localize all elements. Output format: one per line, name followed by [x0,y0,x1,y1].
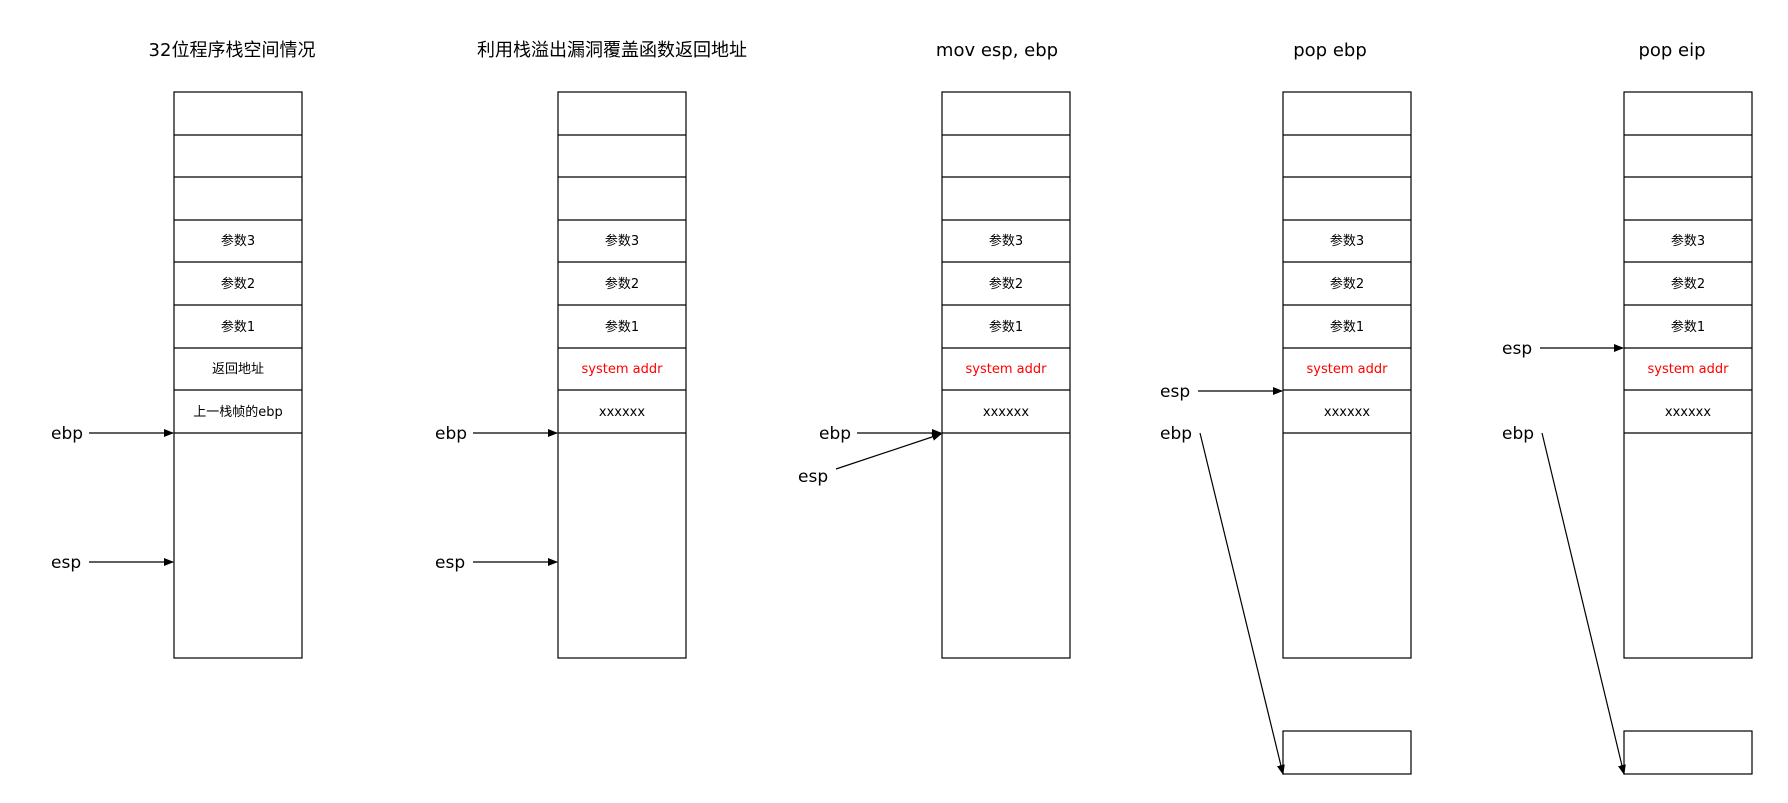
panel-title: 32位程序栈空间情况 [149,40,316,61]
stack-cell-param2: 参数2 [1671,276,1705,292]
stack-column [1282,91,1412,659]
stack-cell-param3: 参数3 [221,233,255,249]
ebp-arrow [1199,432,1285,775]
stack-cell-param3: 参数3 [605,233,639,249]
stack-cell-overwritten-ebp: xxxxxx [1665,405,1711,420]
stack-cell-param2: 参数2 [605,276,639,292]
panel-title: pop eip [1638,40,1705,61]
panel-1: 32位程序栈空间情况 参数3 参数2 参数1 返回地址 上一栈帧的ebp ebp… [51,40,316,659]
panel-2: 利用栈溢出漏洞覆盖函数返回地址 参数3 参数2 参数1 system addr … [435,40,747,659]
stack-cell-param3: 参数3 [1330,233,1364,249]
stack-cell-overwritten-ebp: xxxxxx [1324,405,1370,420]
stack-cell-overwritten-ebp: xxxxxx [983,405,1029,420]
ebp-label: ebp [1502,424,1534,444]
panel-5: pop eip 参数3 参数2 参数1 system addr xxxxxx e… [1502,40,1753,775]
esp-label: esp [1160,382,1190,402]
panel-title: pop ebp [1293,40,1367,61]
panel-4: pop ebp 参数3 参数2 参数1 system addr xxxxxx e… [1160,40,1412,775]
stack-column [1623,91,1753,659]
stack-cell-param3: 参数3 [1671,233,1705,249]
esp-label: esp [798,467,828,487]
stack-cell-overwritten-ebp: xxxxxx [599,405,645,420]
panel-title: 利用栈溢出漏洞覆盖函数返回地址 [477,40,747,61]
stack-cell-param3: 参数3 [989,233,1023,249]
stack-cell-param1: 参数1 [221,319,255,335]
stack-cell-system-addr: system addr [1648,362,1730,377]
detached-memory-box [1623,730,1753,775]
esp-label: esp [435,553,465,573]
stack-cell-return-address: 返回地址 [212,362,264,377]
stack-column [941,91,1071,659]
esp-arrow [835,433,942,470]
stack-cell-system-addr: system addr [966,362,1048,377]
stack-cell-param2: 参数2 [221,276,255,292]
ebp-label: ebp [51,424,83,444]
stack-cell-param2: 参数2 [989,276,1023,292]
ebp-label: ebp [1160,424,1192,444]
detached-memory-box [1282,730,1412,775]
stack-cell-param1: 参数1 [605,319,639,335]
esp-label: esp [1502,339,1532,359]
panel-3: mov esp, ebp 参数3 参数2 参数1 system addr xxx… [798,40,1071,659]
stack-column [557,91,687,659]
stack-cell-system-addr: system addr [582,362,664,377]
ebp-arrow [1541,432,1626,775]
stack-cell-param1: 参数1 [1330,319,1364,335]
esp-label: esp [51,553,81,573]
stack-cell-system-addr: system addr [1307,362,1389,377]
stack-column [173,91,303,659]
ebp-label: ebp [819,424,851,444]
ebp-label: ebp [435,424,467,444]
stack-cell-param2: 参数2 [1330,276,1364,292]
stack-cell-saved-ebp: 上一栈帧的ebp [193,404,283,420]
stack-cell-param1: 参数1 [1671,319,1705,335]
panel-title: mov esp, ebp [936,40,1058,61]
stack-cell-param1: 参数1 [989,319,1023,335]
